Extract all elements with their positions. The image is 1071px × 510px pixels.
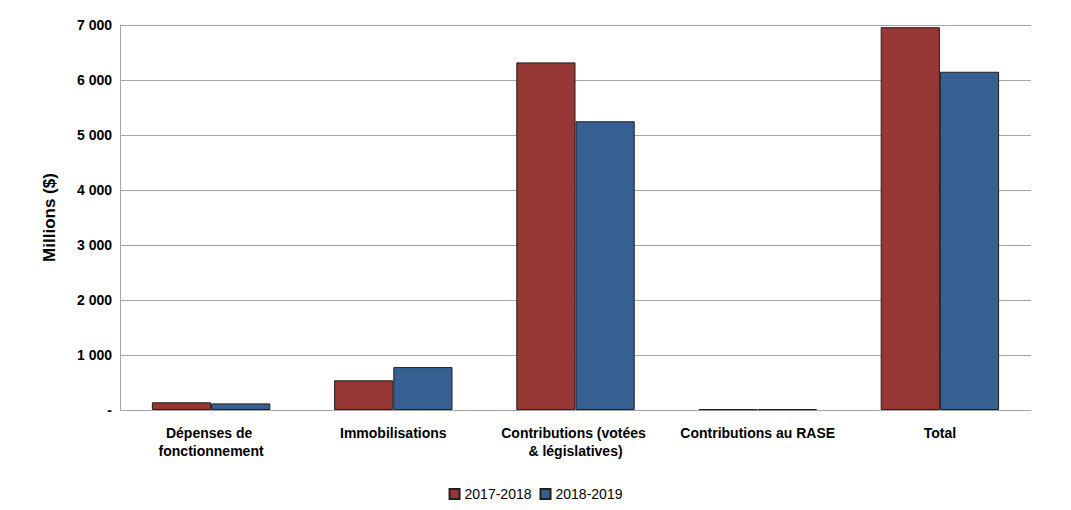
svg-text:1 000: 1 000 bbox=[77, 347, 112, 363]
svg-text:-: - bbox=[107, 402, 112, 418]
svg-text:2 000: 2 000 bbox=[77, 292, 112, 308]
svg-text:5 000: 5 000 bbox=[77, 127, 112, 143]
svg-text:7 000: 7 000 bbox=[77, 17, 112, 33]
svg-text:Immobilisations: Immobilisations bbox=[340, 425, 447, 441]
svg-text:2018-2019: 2018-2019 bbox=[556, 486, 623, 502]
svg-text:& législatives): & législatives) bbox=[528, 443, 622, 459]
svg-text:fonctionnement: fonctionnement bbox=[159, 443, 264, 459]
svg-text:4 000: 4 000 bbox=[77, 182, 112, 198]
svg-text:Total: Total bbox=[924, 425, 956, 441]
svg-text:2017-2018: 2017-2018 bbox=[465, 486, 532, 502]
svg-text:Dépenses de: Dépenses de bbox=[166, 425, 256, 441]
svg-text:Millions ($): Millions ($) bbox=[40, 173, 59, 262]
svg-text:Contributions au RASE: Contributions au RASE bbox=[680, 425, 835, 441]
svg-text:3 000: 3 000 bbox=[77, 237, 112, 253]
svg-text:6 000: 6 000 bbox=[77, 72, 112, 88]
svg-text:Contributions (votées: Contributions (votées bbox=[501, 425, 650, 441]
